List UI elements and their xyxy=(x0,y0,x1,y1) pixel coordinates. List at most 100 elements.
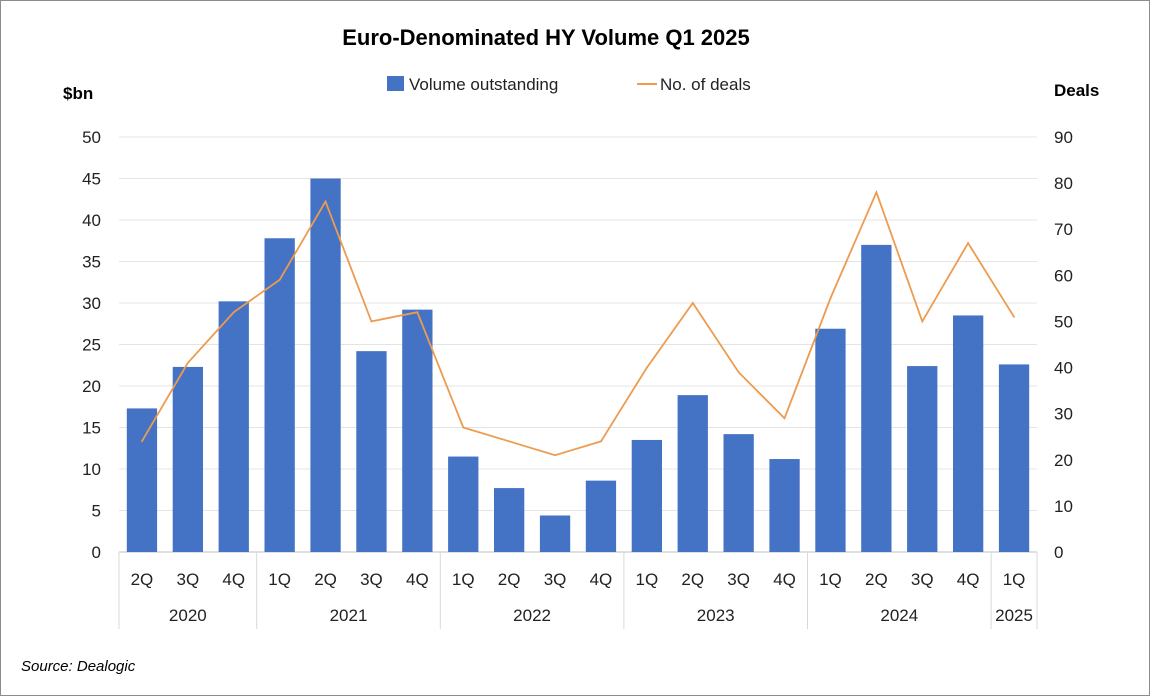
deals-point xyxy=(324,200,327,203)
bar-volume xyxy=(172,366,203,552)
bar-volume xyxy=(631,439,662,552)
right-y-ticks: 0 10 20 30 40 50 60 70 80 90 xyxy=(1054,128,1073,562)
left-tick-label: 45 xyxy=(82,170,101,189)
x-tick-label: 3Q xyxy=(911,570,934,589)
legend-label-deals: No. of deals xyxy=(660,75,751,94)
left-y-ticks: 0 5 10 15 20 25 30 35 40 45 50 xyxy=(82,128,101,562)
deals-line xyxy=(141,189,1015,457)
deals-point xyxy=(1013,315,1015,318)
left-tick-label: 50 xyxy=(82,128,101,147)
bar-volume xyxy=(448,456,479,552)
year-label: 2022 xyxy=(513,606,551,625)
legend-swatch-volume xyxy=(387,76,404,91)
deals-point xyxy=(186,362,189,364)
right-tick-label: 60 xyxy=(1054,266,1073,285)
deals-point xyxy=(554,454,556,457)
x-tick-label: 4Q xyxy=(406,570,429,589)
deals-point xyxy=(737,371,740,374)
bar-volume xyxy=(126,408,158,552)
deals-point xyxy=(416,311,419,314)
x-tick-label: 4Q xyxy=(590,570,613,589)
year-label: 2021 xyxy=(330,606,368,625)
right-tick-label: 10 xyxy=(1054,497,1073,516)
deals-point xyxy=(232,311,235,314)
year-label: 2024 xyxy=(880,606,918,625)
x-tick-label: 3Q xyxy=(360,570,383,589)
right-tick-label: 80 xyxy=(1054,174,1073,193)
right-axis-unit: Deals xyxy=(1054,81,1099,100)
deals-point xyxy=(508,440,511,443)
year-label: 2025 xyxy=(995,606,1033,625)
x-tick-label: 4Q xyxy=(957,570,980,589)
bar-volume xyxy=(310,178,341,552)
deals-point xyxy=(278,279,281,281)
bar-volume xyxy=(264,238,295,552)
right-tick-label: 90 xyxy=(1054,128,1073,147)
deals-point xyxy=(370,320,373,323)
x-tick-label: 4Q xyxy=(773,570,796,589)
bar-volume xyxy=(907,366,938,552)
x-tick-label: 2Q xyxy=(131,570,154,589)
x-tick-label: 1Q xyxy=(268,570,291,589)
left-tick-label: 0 xyxy=(92,543,101,562)
bar-volume xyxy=(953,315,984,552)
bar-volume xyxy=(815,328,846,552)
x-tick-label: 2Q xyxy=(865,570,888,589)
bar-volume xyxy=(769,459,800,552)
left-tick-label: 10 xyxy=(82,460,101,479)
x-tick-label: 2Q xyxy=(681,570,704,589)
bar-volume xyxy=(585,480,617,552)
bar-volume xyxy=(677,395,708,552)
left-tick-label: 30 xyxy=(82,294,101,313)
chart-title: Euro-Denominated HY Volume Q1 2025 xyxy=(342,25,750,50)
gridlines xyxy=(119,136,1037,553)
deals-point xyxy=(921,320,924,323)
bars xyxy=(126,178,1030,552)
left-tick-label: 5 xyxy=(92,502,101,521)
bar-volume xyxy=(494,488,525,552)
x-tick-label: 4Q xyxy=(222,570,245,589)
left-tick-label: 25 xyxy=(82,336,101,355)
bar-volume xyxy=(723,434,754,552)
right-tick-label: 0 xyxy=(1054,543,1063,562)
deals-point xyxy=(691,302,694,304)
deals-polyline xyxy=(141,189,1015,457)
x-axis: 2Q 3Q 4Q 1Q 2Q 3Q 4Q 1Q 2Q 3Q 4Q 1Q 2Q 3Q 4Q 1Q 2Q 3Q 4Q 1Q… xyxy=(118,552,1038,629)
deals-point xyxy=(141,440,143,443)
x-tick-label: 3Q xyxy=(177,570,200,589)
x-tick-label: 1Q xyxy=(636,570,659,589)
right-tick-label: 30 xyxy=(1054,405,1073,424)
deals-point xyxy=(600,440,602,443)
legend: Volume outstanding No. of deals xyxy=(387,75,751,94)
year-label: 2023 xyxy=(697,606,735,625)
deals-point xyxy=(462,426,465,429)
deals-point xyxy=(967,242,970,244)
right-tick-label: 70 xyxy=(1054,220,1073,239)
right-tick-label: 40 xyxy=(1054,359,1073,378)
legend-label-volume: Volume outstanding xyxy=(409,75,558,94)
deals-point xyxy=(783,417,786,420)
source-note: Source: Dealogic xyxy=(21,658,136,675)
bar-volume xyxy=(218,301,249,552)
year-label: 2020 xyxy=(169,606,207,625)
x-tick-label: 1Q xyxy=(819,570,842,589)
deals-point xyxy=(829,297,832,300)
right-tick-label: 20 xyxy=(1054,451,1073,470)
bar-volume xyxy=(539,515,571,552)
left-axis-unit: $bn xyxy=(63,84,93,103)
x-tick-label: 2Q xyxy=(498,570,521,589)
x-tick-label: 2Q xyxy=(314,570,337,589)
x-tick-label: 3Q xyxy=(727,570,750,589)
right-tick-label: 50 xyxy=(1054,312,1073,331)
x-tick-label: 1Q xyxy=(1003,570,1026,589)
left-tick-label: 35 xyxy=(82,253,101,272)
x-tick-label: 3Q xyxy=(544,570,567,589)
left-tick-label: 40 xyxy=(82,211,101,230)
bar-volume xyxy=(356,351,387,552)
bar-volume xyxy=(861,244,892,552)
deals-point xyxy=(875,191,878,194)
left-tick-label: 15 xyxy=(82,419,101,438)
bar-volume xyxy=(998,364,1030,552)
